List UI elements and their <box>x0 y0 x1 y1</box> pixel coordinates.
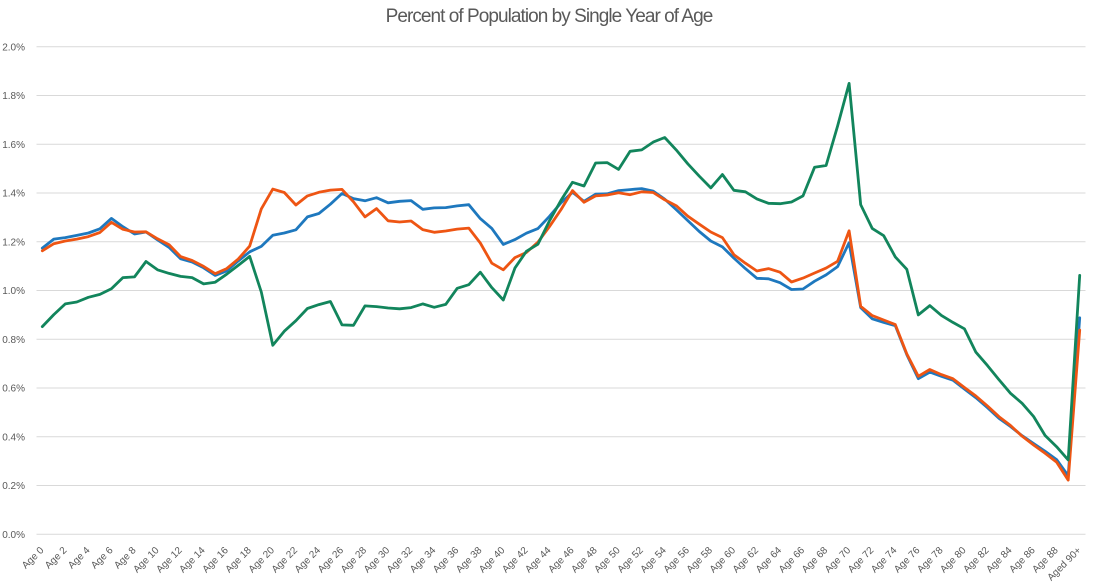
svg-text:1.6%: 1.6% <box>2 140 25 151</box>
svg-text:Percent of Population by Singl: Percent of Population by Single Year of … <box>386 6 713 27</box>
svg-text:0.0%: 0.0% <box>2 530 25 541</box>
svg-text:1.0%: 1.0% <box>2 286 25 297</box>
svg-text:0.4%: 0.4% <box>2 432 25 443</box>
svg-text:0.6%: 0.6% <box>2 384 25 395</box>
svg-text:0.2%: 0.2% <box>2 481 25 492</box>
svg-text:1.4%: 1.4% <box>2 189 25 200</box>
svg-text:1.2%: 1.2% <box>2 237 25 248</box>
svg-text:1.8%: 1.8% <box>2 91 25 102</box>
svg-text:0.8%: 0.8% <box>2 335 25 346</box>
svg-text:2.0%: 2.0% <box>2 42 25 53</box>
